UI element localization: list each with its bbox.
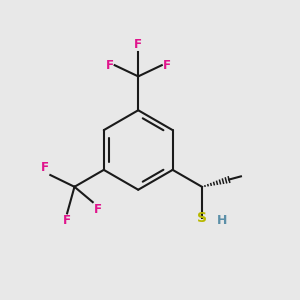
Text: F: F — [106, 59, 113, 72]
Text: F: F — [63, 214, 71, 227]
Text: F: F — [41, 161, 49, 174]
Text: F: F — [94, 203, 102, 216]
Text: S: S — [197, 211, 207, 225]
Text: H: H — [217, 214, 227, 226]
Text: F: F — [163, 59, 171, 72]
Text: F: F — [134, 38, 142, 51]
